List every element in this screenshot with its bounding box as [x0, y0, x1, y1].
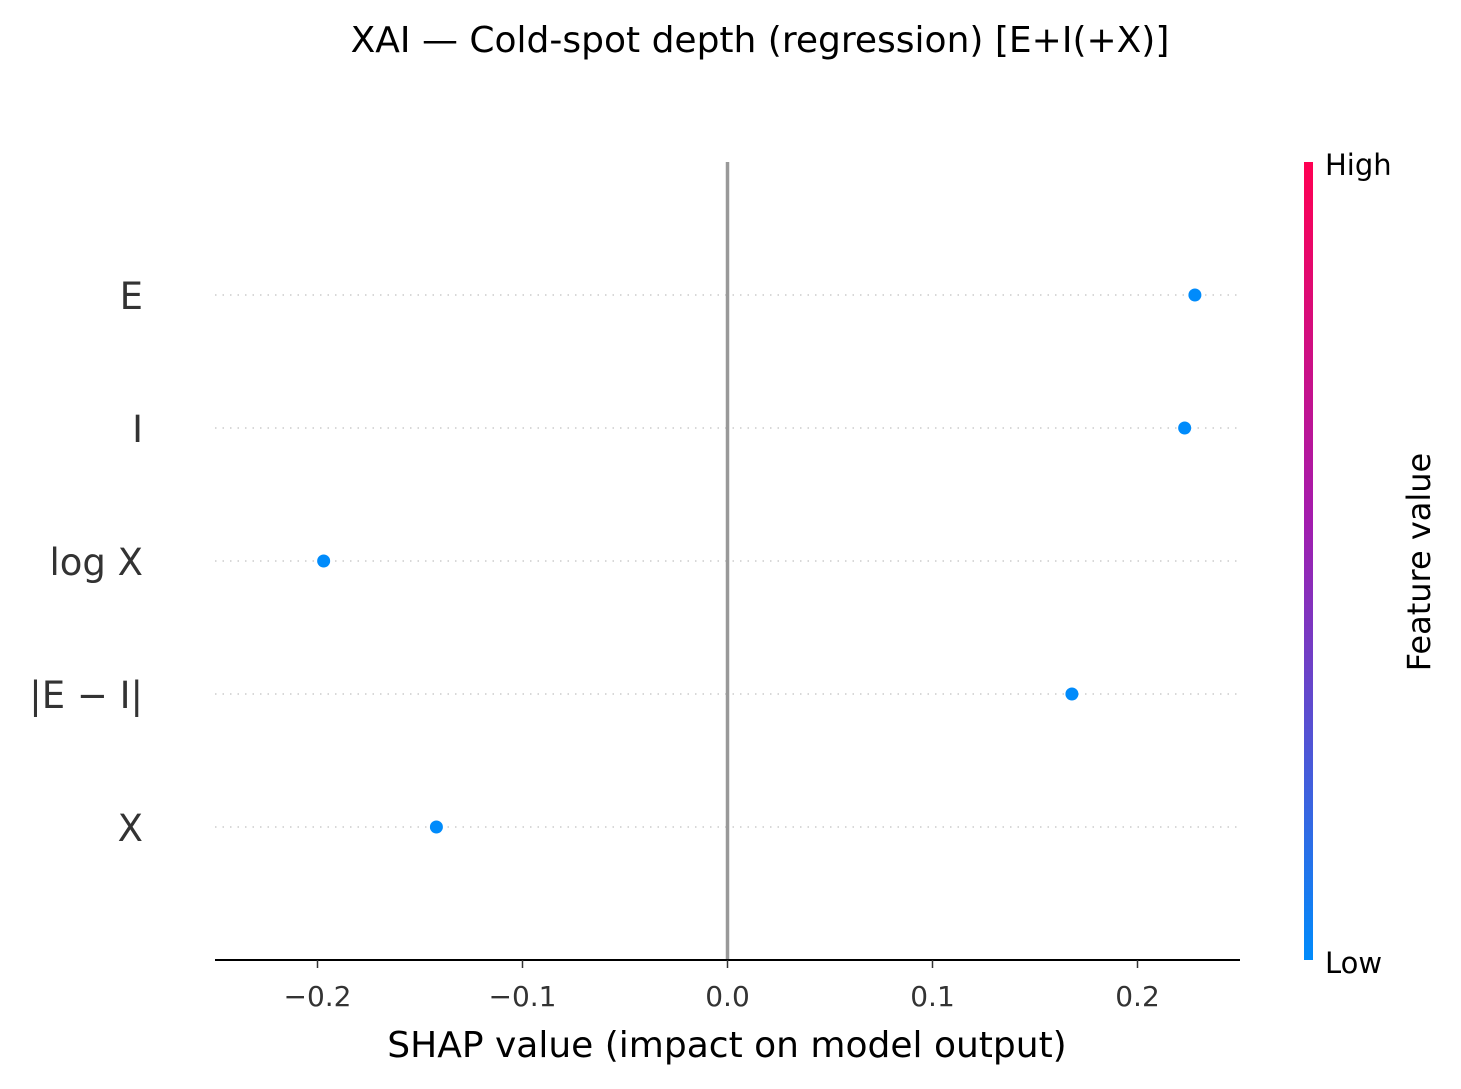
data-point: [1188, 288, 1202, 302]
colorbar-title: Feature value: [1400, 453, 1438, 672]
feature-label: |E − I|: [29, 674, 143, 717]
x-axis-ticks: −0.2 −0.1 0.0 0.1 0.2: [284, 960, 1160, 1013]
colorbar-high-label: High: [1325, 148, 1392, 182]
x-tick-label: −0.2: [284, 980, 352, 1013]
feature-label: log X: [49, 541, 143, 584]
chart-title: XAI — Cold-spot depth (regression) [E+I(…: [351, 20, 1170, 61]
data-point: [429, 820, 443, 834]
x-tick-label: 0.2: [1115, 980, 1160, 1013]
data-point: [1178, 421, 1192, 435]
feature-label: X: [118, 807, 143, 850]
x-tick-label: 0.0: [705, 980, 750, 1013]
colorbar-low-label: Low: [1325, 946, 1382, 980]
colorbar: [1304, 162, 1313, 960]
x-tick-label: 0.1: [910, 980, 955, 1013]
x-tick-label: −0.1: [489, 980, 557, 1013]
feature-label: I: [132, 408, 143, 451]
data-point: [1065, 687, 1079, 701]
data-points: [317, 288, 1202, 834]
feature-label: E: [120, 275, 143, 318]
x-axis-label: SHAP value (impact on model output): [387, 1025, 1066, 1066]
data-point: [317, 554, 331, 568]
